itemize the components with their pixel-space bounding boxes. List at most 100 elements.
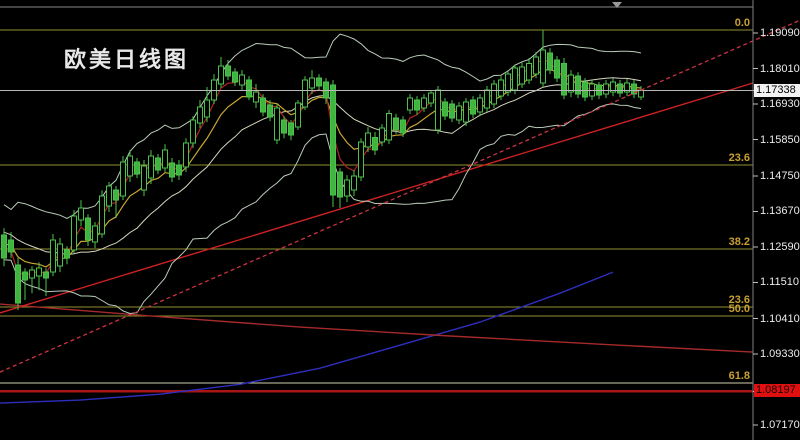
bear-candle-body [113,189,119,201]
dotted-trendline [0,19,800,373]
bull-candle-body [484,89,490,109]
fib-level-label: 61.8 [728,370,750,382]
ascending-trendline [0,82,754,314]
bull-candle-body [456,105,462,121]
bull-candle-body [78,207,84,221]
bear-candle-body [582,81,588,98]
bull-candle-body [463,101,469,123]
price-axis-label: 1.09330 [760,348,800,361]
bear-candle-body [449,103,455,119]
alert-price-tag: 1.08197 [754,384,800,398]
bull-candle-body [512,67,518,91]
bear-candle-body [176,164,182,176]
bull-candle-body [295,102,301,128]
price-axis-label: 1.15850 [760,133,800,146]
bear-candle-body [372,136,378,151]
bull-candle-body [407,97,413,111]
long-ma-red [0,303,754,353]
bull-candle-body [183,142,189,168]
current-price-tag: 1.17338 [754,83,800,97]
bull-candle-body [603,83,609,95]
bull-candle-body [36,267,42,277]
bull-candle-body [365,132,371,148]
bull-candle-body [253,91,259,103]
price-axis-label: 1.16930 [760,98,800,111]
fib-level-label: 23.6 [728,294,750,306]
bear-candle-body [323,81,329,99]
bear-candle-body [554,59,560,79]
bear-candle-body [85,217,91,241]
bear-candle-body [288,122,294,136]
price-axis-label: 1.12590 [760,240,800,253]
fib-level-label: 23.6 [728,152,750,165]
bull-candle-body [386,112,392,141]
slow-ma-yellow [3,69,642,268]
bull-candle-body [344,179,350,197]
bear-candle-body [22,271,28,281]
price-axis-label: 1.19090 [760,27,800,39]
bull-candle-body [302,79,308,108]
bear-candle-body [246,79,252,98]
bear-candle-body [316,77,322,87]
bear-candle-body [414,99,420,111]
bull-candle-body [148,155,154,179]
bull-candle-body [141,165,147,191]
bull-candle-body [29,269,35,279]
bear-candle-body [400,119,406,134]
bull-candle-body [57,243,63,267]
bear-candle-body [617,83,623,94]
bull-candle-body [498,79,504,97]
bull-candle-body [505,73,511,93]
bull-candle-body [50,239,56,273]
bull-candle-body [274,107,280,141]
price-axis-label: 1.18010 [760,62,800,75]
bear-candle-body [631,83,637,95]
price-axis-label: 1.10410 [760,312,800,325]
bull-candle-body [92,225,98,243]
bear-candle-body [330,84,336,196]
bull-candle-body [477,97,483,113]
fib-level-label: 50.0 [728,302,750,315]
bull-candle-body [610,81,616,93]
bollinger-lower-band [3,103,642,315]
price-axis-label: 1.13670 [760,205,800,218]
bear-candle-body [575,75,581,95]
bear-candle-body [134,161,140,175]
bull-candle-body [638,90,644,98]
bull-candle-body [197,106,203,124]
bull-candle-body [379,127,385,143]
bear-candle-body [470,99,476,115]
shift-marker-icon [612,2,622,8]
bull-candle-body [589,83,595,97]
bull-candle-body [239,74,245,86]
bull-candle-body [351,175,357,191]
price-axis-label: 1.14750 [760,169,800,182]
bear-candle-body [43,271,49,279]
bull-candle-body [540,49,546,84]
bear-candle-body [260,97,266,113]
bull-candle-body [491,83,497,105]
bull-candle-body [421,97,427,109]
bear-candle-body [337,171,343,198]
bull-candle-body [71,215,77,251]
bear-candle-body [1,234,7,259]
bull-candle-body [106,185,112,207]
price-axis-label: 1.11510 [760,276,799,289]
bull-candle-body [624,82,630,93]
fib-level-label: 0.0 [734,17,750,29]
bull-candle-body [309,77,315,89]
bear-candle-body [281,119,287,134]
chart-title: 欧美日线图 [64,47,190,72]
bull-candle-body [190,119,196,144]
bear-candle-body [15,264,21,304]
bull-candle-body [358,141,364,178]
price-axis-label: 1.07170 [760,419,800,432]
fib-level-label: 38.2 [728,235,750,248]
bull-candle-body [435,89,441,131]
bull-candle-body [218,65,224,85]
bull-candle-body [162,149,168,169]
bull-candle-body [204,99,210,118]
bull-candle-body [211,79,217,101]
bear-candle-body [267,104,273,118]
